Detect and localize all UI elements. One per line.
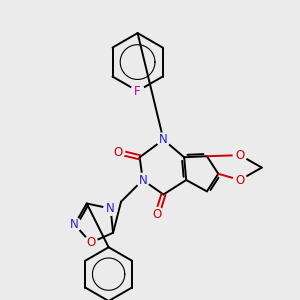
Circle shape: [104, 202, 117, 215]
Circle shape: [111, 145, 125, 159]
Text: N: N: [106, 202, 115, 215]
Circle shape: [151, 207, 164, 221]
Circle shape: [68, 218, 81, 231]
Text: O: O: [236, 173, 244, 187]
Circle shape: [84, 236, 98, 249]
Circle shape: [131, 84, 144, 98]
Text: O: O: [113, 146, 123, 159]
Circle shape: [233, 173, 247, 187]
Circle shape: [136, 173, 149, 187]
Text: O: O: [86, 236, 95, 249]
Circle shape: [157, 133, 170, 146]
Text: N: N: [70, 218, 79, 231]
Text: N: N: [138, 173, 147, 187]
Text: O: O: [236, 149, 244, 162]
Text: F: F: [134, 85, 141, 98]
Text: N: N: [159, 133, 168, 146]
Text: O: O: [153, 208, 162, 220]
Circle shape: [233, 148, 247, 162]
